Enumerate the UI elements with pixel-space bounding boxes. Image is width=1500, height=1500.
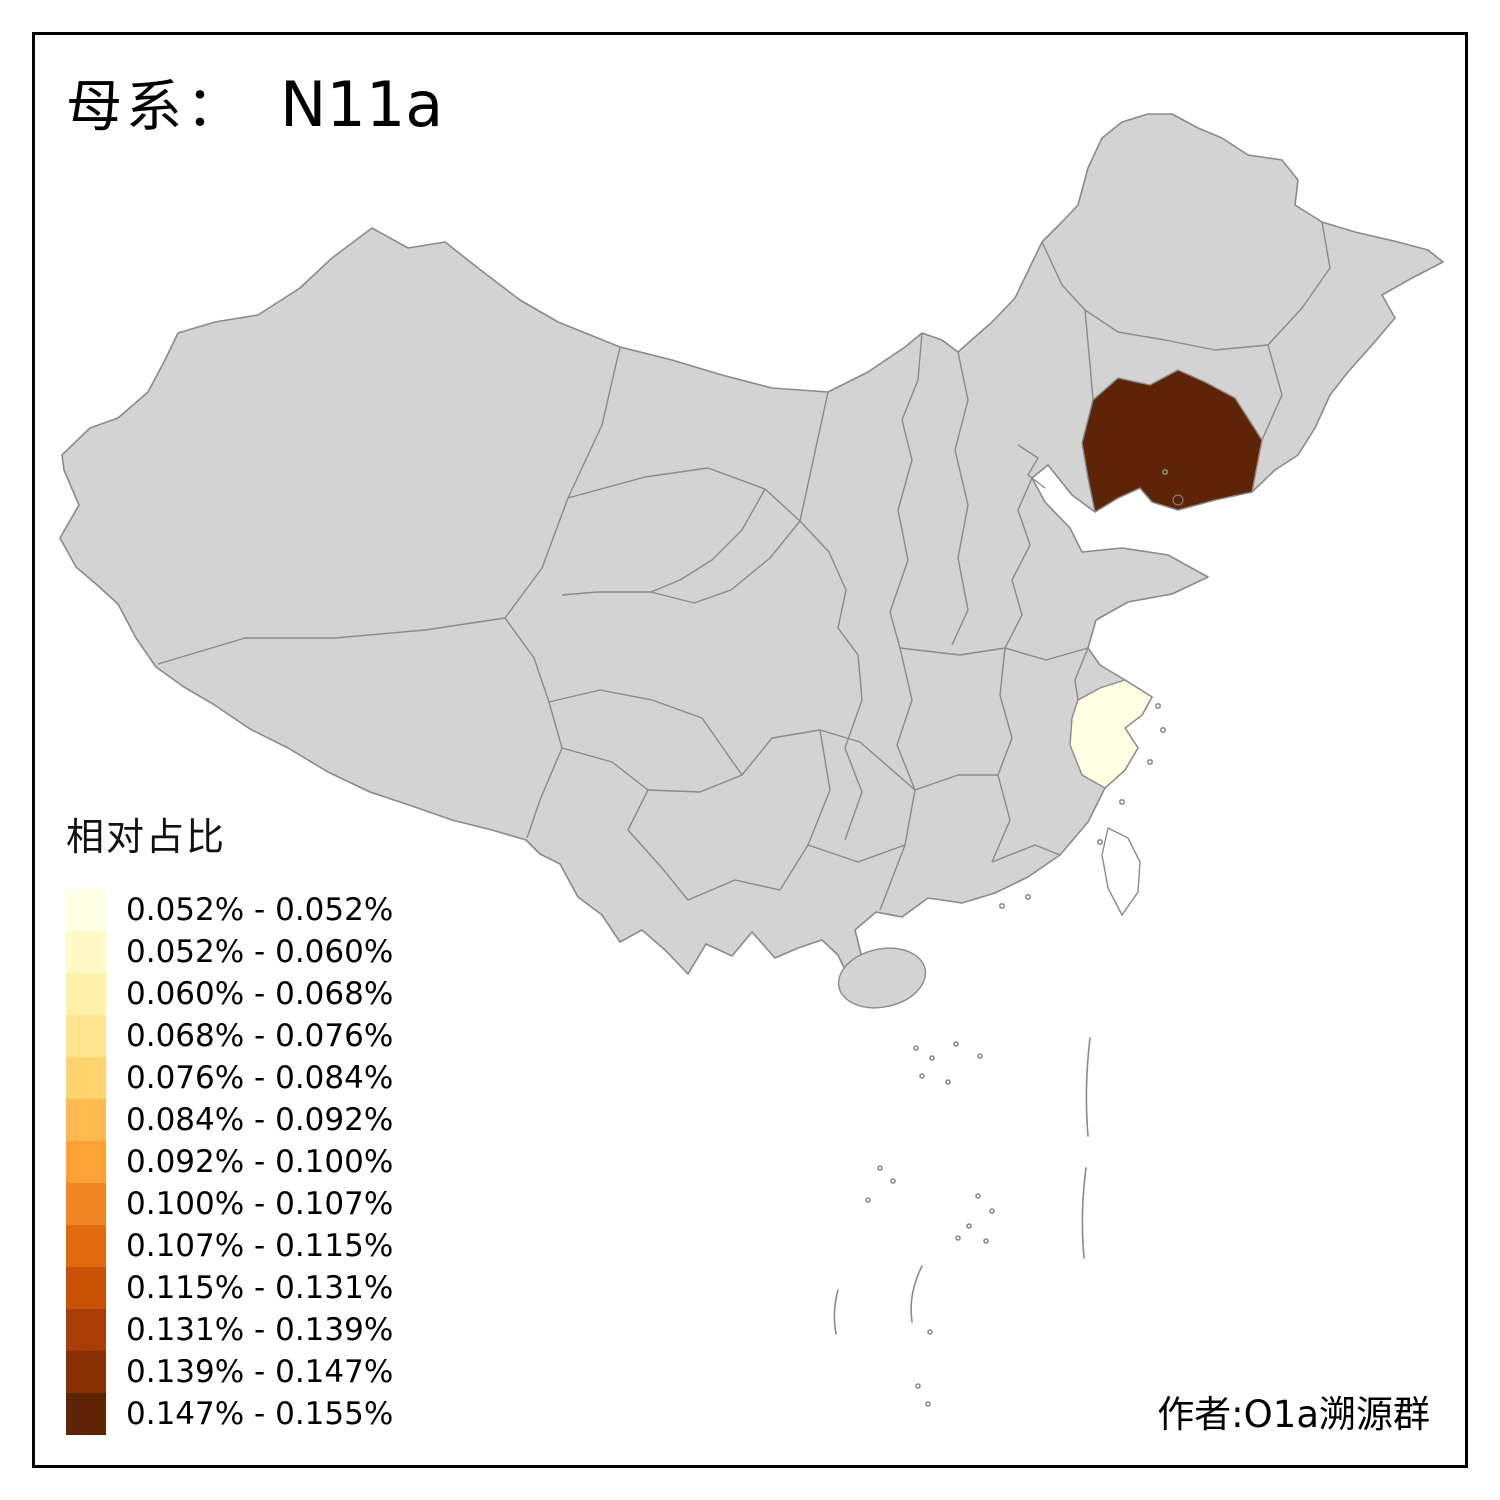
legend-label: 0.147% - 0.155% — [126, 1396, 394, 1432]
legend-label: 0.131% - 0.139% — [126, 1312, 394, 1348]
legend-row: 0.052% - 0.060% — [66, 931, 393, 973]
legend-label: 0.060% - 0.068% — [126, 976, 394, 1012]
legend-row: 0.092% - 0.100% — [66, 1141, 393, 1183]
legend-row: 0.139% - 0.147% — [66, 1351, 393, 1393]
legend-title: 相对占比 — [66, 815, 227, 859]
legend-row: 0.115% - 0.131% — [66, 1267, 393, 1309]
legend-swatch — [66, 1393, 106, 1435]
legend-swatch — [66, 1015, 106, 1057]
province-borders — [157, 221, 1331, 911]
taiwan-island — [1101, 827, 1141, 916]
legend-swatch — [66, 1267, 106, 1309]
hainan-island — [837, 947, 927, 1009]
legend-label: 0.068% - 0.076% — [126, 1018, 394, 1054]
legend-swatch — [66, 889, 106, 931]
legend-row: 0.084% - 0.092% — [66, 1099, 393, 1141]
legend-row: 0.100% - 0.107% — [66, 1183, 393, 1225]
legend-row: 0.068% - 0.076% — [66, 1015, 393, 1057]
legend-row: 0.107% - 0.115% — [66, 1225, 393, 1267]
attribution: 作者:O1a溯源群 — [1157, 1393, 1430, 1436]
legend-label: 0.052% - 0.060% — [126, 934, 394, 970]
legend-swatch — [66, 1141, 106, 1183]
page-title: 母系： N11a — [66, 62, 443, 143]
legend-row: 0.147% - 0.155% — [66, 1393, 393, 1435]
legend-row: 0.076% - 0.084% — [66, 1057, 393, 1099]
liaoning-region — [1081, 369, 1263, 513]
title-haplogroup: N11a — [280, 68, 444, 141]
legend-swatch — [66, 931, 106, 973]
legend-label: 0.076% - 0.084% — [126, 1060, 394, 1096]
legend-row: 0.060% - 0.068% — [66, 973, 393, 1015]
legend-items: 0.052% - 0.052% 0.052% - 0.060% 0.060% - 0… — [66, 889, 393, 1435]
zhejiang-region — [1069, 679, 1153, 789]
legend-label: 0.139% - 0.147% — [126, 1354, 394, 1390]
legend-swatch — [66, 1351, 106, 1393]
title-prefix: 母系： — [66, 75, 246, 140]
legend-row: 0.052% - 0.052% — [66, 889, 393, 931]
legend-swatch — [66, 1225, 106, 1267]
legend-row: 0.131% - 0.139% — [66, 1309, 393, 1351]
legend-label: 0.092% - 0.100% — [126, 1144, 394, 1180]
liaoning-island — [1172, 494, 1184, 506]
legend-label: 0.107% - 0.115% — [126, 1228, 394, 1264]
legend-label: 0.084% - 0.092% — [126, 1102, 394, 1138]
legend-swatch — [66, 1309, 106, 1351]
legend-label: 0.100% - 0.107% — [126, 1186, 394, 1222]
legend-swatch — [66, 973, 106, 1015]
legend-label: 0.052% - 0.052% — [126, 892, 394, 928]
legend-label: 0.115% - 0.131% — [126, 1270, 394, 1306]
sea-islands — [833, 468, 1169, 1407]
legend: 相对占比 0.052% - 0.052% 0.052% - 0.060% 0.060… — [66, 806, 393, 1435]
legend-swatch — [66, 1057, 106, 1099]
legend-swatch — [66, 1099, 106, 1141]
legend-swatch — [66, 1183, 106, 1225]
